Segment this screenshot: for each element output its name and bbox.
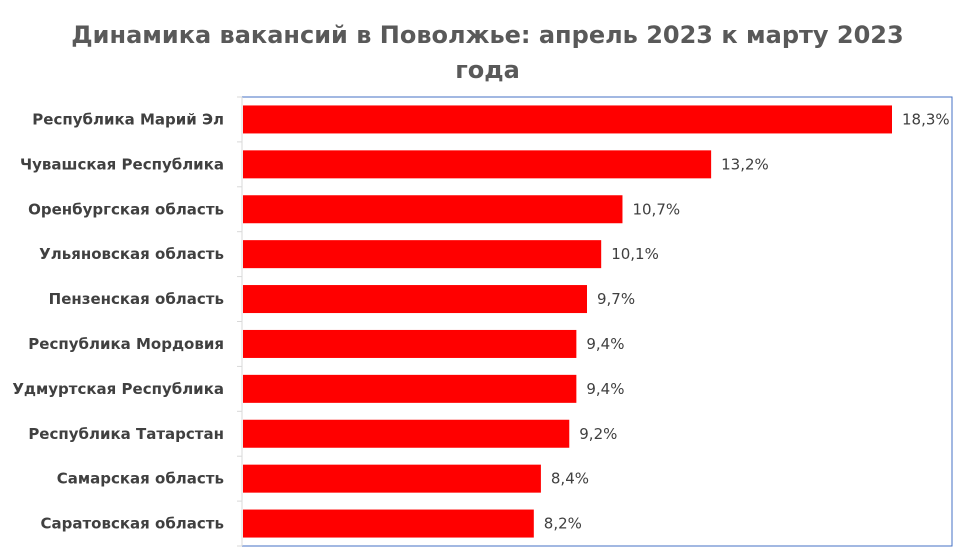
category-label: Чувашская Республика [20, 155, 224, 173]
bar [243, 195, 623, 224]
bar [243, 509, 534, 538]
bar [243, 419, 570, 448]
value-label: 9,2% [579, 425, 617, 443]
category-label: Саратовская область [41, 515, 225, 533]
bar [243, 240, 602, 269]
bar [243, 464, 541, 493]
value-label: 9,4% [586, 335, 624, 353]
value-label: 18,3% [902, 110, 950, 128]
category-label: Пензенская область [49, 290, 224, 308]
bars-group [243, 105, 892, 538]
category-axis-ticks [237, 96, 242, 547]
chart-title: Динамика вакансий в Поволжье: апрель 202… [0, 18, 975, 88]
category-label: Удмуртская Республика [12, 380, 224, 398]
category-label: Республика Татарстан [28, 425, 224, 443]
category-label: Ульяновская область [39, 245, 224, 263]
value-label: 10,1% [611, 245, 659, 263]
value-labels-group: 18,3% 13,2% 10,7% 10,1% 9,7% 9,4% 9,4% 9,2% 8,4%… [544, 110, 950, 532]
value-label: 8,4% [551, 470, 589, 488]
value-label: 9,7% [597, 290, 635, 308]
category-label: Оренбургская область [28, 200, 224, 218]
bar [243, 105, 892, 134]
bar [243, 150, 712, 179]
chart-title-line-1: Динамика вакансий в Поволжье: апрель 202… [71, 21, 904, 49]
value-label: 13,2% [721, 155, 769, 173]
chart-title-line-2: года [455, 56, 520, 84]
value-label: 10,7% [632, 200, 680, 218]
category-labels-group: Республика Марий Эл Чувашская Республика О… [12, 110, 224, 532]
bar [243, 285, 588, 314]
bar [243, 374, 577, 403]
value-label: 8,2% [544, 515, 582, 533]
category-label: Республика Мордовия [28, 335, 224, 353]
category-label: Республика Марий Эл [32, 110, 224, 128]
category-label: Самарская область [57, 470, 224, 488]
bar [243, 329, 577, 358]
value-label: 9,4% [586, 380, 624, 398]
